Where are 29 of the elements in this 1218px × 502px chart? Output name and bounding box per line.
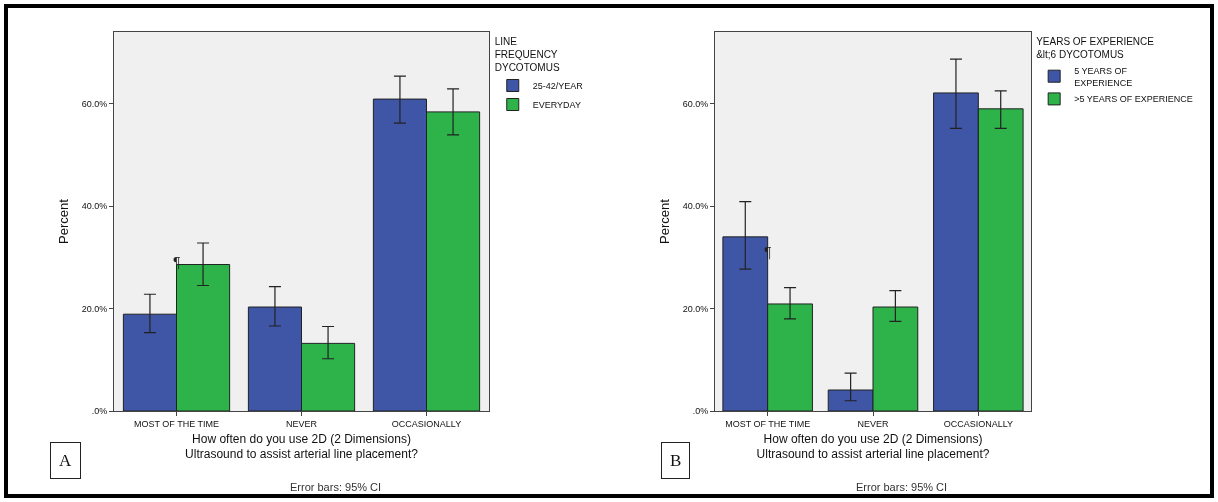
text: Error bars: 95% CI [856,481,948,493]
x-tick-label: NEVER [857,418,889,429]
x-tick-label: OCCASIONALLY [943,418,1014,429]
x-axis-title: How often do you use 2D (2 Dimensions) Ultrasound to assist arterial line placement? [185,431,419,462]
x-tick-label: NEVER [285,418,318,429]
legend-label: 5 YEARS OF EXPERIENCE [1074,65,1133,88]
y-tick-label: 40.0% [682,201,709,212]
x-tick-label: MOST OF THE TIME [133,418,220,429]
x-tick-label: OCCASIONALLY [391,418,462,429]
text: A [59,451,72,470]
y-tick-label: 20.0% [81,303,108,314]
x-axis-title: How often do you use 2D (2 Dimensions) Ultrasound to assist arterial line placement? [756,431,990,462]
y-tick-label: 40.0% [81,201,108,212]
y-tick-label: .0% [692,406,709,417]
legend-label: 25-42/YEAR [532,81,584,92]
text: Error bars: 95% CI [290,481,382,493]
y-tick-label: 60.0% [682,98,709,109]
annotation: ¶ [764,244,772,260]
y-axis-title: Percent [656,198,672,244]
legend-title: LINE FREQUENCY DYCOTOMUS [494,36,560,73]
legend-label: >5 YEARS OF EXPERIENCE [1074,94,1193,105]
y-axis-title: Percent [55,198,71,244]
legend-title: YEARS OF EXPERIENCE &lt;6 DYCOTOMUS [1036,36,1155,60]
legend-label: EVERYDAY [532,100,581,111]
y-tick-label: 60.0% [81,98,108,109]
y-tick-label: 20.0% [682,303,709,314]
y-tick-label: .0% [91,406,108,417]
text: B [670,451,682,470]
x-tick-label: MOST OF THE TIME [725,418,811,429]
